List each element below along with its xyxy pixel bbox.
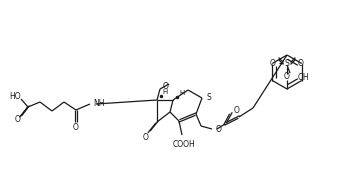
- Text: O: O: [143, 132, 149, 142]
- Text: COOH: COOH: [173, 140, 195, 149]
- Text: O: O: [216, 125, 222, 134]
- Text: O: O: [298, 59, 304, 67]
- Text: H: H: [179, 90, 185, 96]
- Text: OH: OH: [298, 72, 310, 81]
- Text: O: O: [15, 115, 21, 125]
- Text: H: H: [162, 89, 168, 95]
- Text: O: O: [73, 122, 79, 132]
- Text: O: O: [234, 105, 240, 115]
- Text: O: O: [163, 81, 169, 91]
- Text: HO: HO: [9, 91, 21, 100]
- Text: NH: NH: [93, 98, 104, 108]
- Text: S: S: [285, 59, 289, 67]
- Text: S: S: [207, 93, 212, 101]
- Text: O: O: [270, 59, 276, 67]
- Text: O: O: [284, 71, 290, 81]
